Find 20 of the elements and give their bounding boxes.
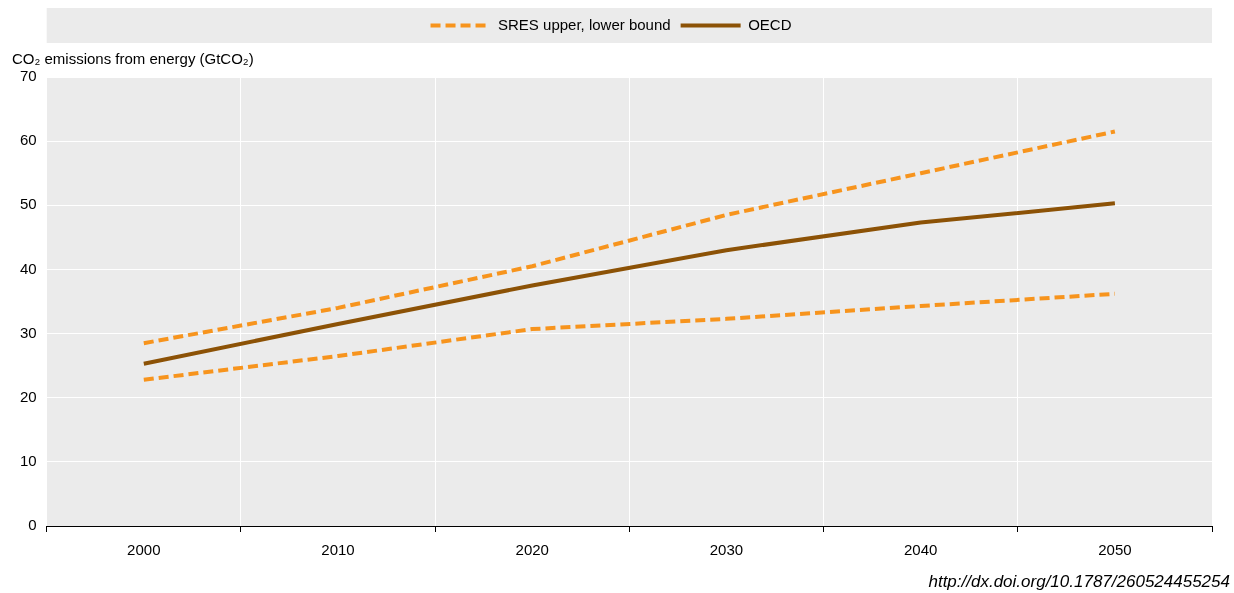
x-tick-label: 2030 [709,541,744,559]
y-tick-label: 30 [20,323,37,341]
y-tick-label: 20 [20,387,37,405]
legend-label: SRES upper, lower bound [498,15,671,33]
y-axis-title: CO₂ emissions from energy (GtCO₂) [12,49,254,67]
y-tick-label: 50 [20,195,37,213]
x-tick-label: 2000 [127,541,161,559]
y-tick-label: 40 [20,259,37,277]
x-tick-label: 2010 [321,541,355,559]
x-tick-label: 2050 [1098,541,1132,559]
x-tick-label: 2040 [903,541,938,559]
legend-label: OECD [748,15,792,33]
text: http://dx.doi.org/10.1787/260524455254 [928,572,1230,592]
line-series [141,129,1117,346]
x-tick-label: 2020 [515,541,549,559]
y-tick-label: 0 [28,516,37,534]
y-tick-label: 60 [20,131,37,149]
y-tick-label: 10 [20,452,37,469]
y-tick-label: 70 [20,67,37,85]
line-series [141,291,1117,382]
